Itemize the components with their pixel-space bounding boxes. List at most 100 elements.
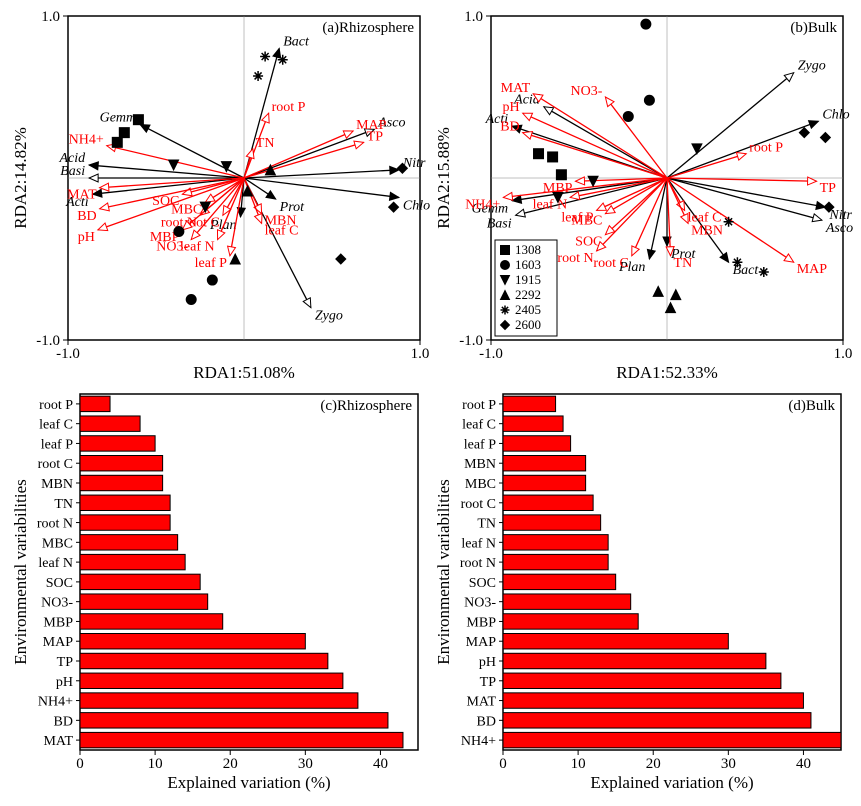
svg-text:Chlo: Chlo [822,107,849,122]
svg-text:30: 30 [298,756,313,772]
svg-text:TP: TP [367,129,384,144]
panel-c: 010203040root Pleaf Cleaf Proot CMBNTNro… [8,388,431,798]
svg-text:leaf C: leaf C [265,223,299,238]
svg-text:20: 20 [645,756,660,772]
svg-text:Environmental variabilities: Environmental variabilities [434,479,453,665]
svg-text:40: 40 [373,756,388,772]
svg-text:2405: 2405 [515,302,541,317]
svg-text:MBC: MBC [42,536,73,551]
panel-d: 0 10 20 30 40 root P leaf C leaf P MBN MBC root C T… [431,388,854,798]
svg-text:40: 40 [795,756,810,772]
svg-text:1915: 1915 [515,272,541,287]
svg-text:root C: root C [38,457,73,472]
panel-a: -1.0-1.01.01.0RDA1:51.08%RDA2:14.82%Bact… [8,8,431,388]
svg-text:Basi: Basi [486,216,511,231]
svg-text:-1.0: -1.0 [36,333,60,349]
svg-text:NO3-: NO3- [41,596,73,611]
svg-text:Environmental variabilities: Environmental variabilities [11,479,30,665]
svg-text:MAP: MAP [796,262,827,277]
svg-text:MBC: MBC [464,477,495,492]
svg-text:Gemm: Gemm [100,111,137,126]
svg-text:2600: 2600 [515,317,541,332]
svg-text:root P: root P [272,100,306,115]
svg-text:MAT: MAT [67,188,97,203]
svg-text:BD: BD [54,714,73,729]
svg-text:TP: TP [57,655,74,670]
svg-text:(c)Rhizosphere: (c)Rhizosphere [320,398,412,414]
svg-text:-1.0: -1.0 [459,333,483,349]
svg-text:1.0: 1.0 [833,346,852,362]
panel-b: -1.0-1.01.01.0RDA1:52.33%RDA2:15.88%Zygo… [431,8,854,388]
svg-text:10: 10 [148,756,163,772]
svg-text:Explained variation (%): Explained variation (%) [590,773,753,792]
svg-text:BD: BD [77,209,96,224]
svg-text:MAT: MAT [466,695,496,710]
svg-text:Basi: Basi [60,164,85,179]
svg-text:MAP: MAP [43,635,74,650]
svg-text:MBP: MBP [43,615,73,630]
svg-text:0: 0 [499,756,507,772]
svg-text:MAP: MAP [465,635,496,650]
svg-text:0: 0 [76,756,84,772]
svg-text:1603: 1603 [515,257,541,272]
figure-grid: -1.0 -1.0 1.0 1.0 RDA1:51.08% RDA2:14.82% Bact… [0,0,861,806]
svg-text:30: 30 [720,756,735,772]
svg-text:pH: pH [56,675,73,690]
svg-text:BD: BD [500,120,519,135]
svg-text:NH4+: NH4+ [69,133,104,148]
svg-text:(d)Bulk: (d)Bulk [788,398,835,414]
svg-text:SOC: SOC [468,576,495,591]
svg-text:(a)Rhizosphere: (a)Rhizosphere [322,20,414,36]
svg-text:TN: TN [256,136,275,151]
svg-text:Bact: Bact [283,34,310,49]
svg-text:leaf N: leaf N [38,556,73,571]
svg-text:leaf C: leaf C [462,418,496,433]
svg-text:RDA1:51.08%: RDA1:51.08% [193,363,295,382]
svg-text:leaf N: leaf N [180,240,215,255]
svg-text:RDA2:15.88%: RDA2:15.88% [434,127,453,229]
svg-text:Zygo: Zygo [797,59,825,74]
svg-text:root N: root N [459,556,495,571]
svg-text:MBP: MBP [466,615,496,630]
svg-text:root P: root P [39,398,73,413]
svg-text:Explained variation (%): Explained variation (%) [167,773,330,792]
svg-text:NH4+: NH4+ [460,734,495,749]
svg-text:Zygo: Zygo [315,309,343,324]
svg-text:root P: root P [749,141,783,156]
svg-text:root C: root C [593,256,628,271]
svg-text:TN: TN [477,517,496,532]
svg-text:Asco: Asco [824,221,852,236]
svg-text:Bact: Bact [732,263,759,278]
svg-text:NH4+: NH4+ [465,197,500,212]
svg-text:TN: TN [54,497,73,512]
svg-text:pH: pH [78,230,95,245]
svg-text:TP: TP [479,675,496,690]
svg-text:1.0: 1.0 [411,346,430,362]
svg-text:Chlo: Chlo [403,198,430,213]
svg-text:root C: root C [460,497,495,512]
svg-text:root N: root N [557,251,593,266]
svg-text:pH: pH [478,655,495,670]
svg-text:leaf C: leaf C [39,418,73,433]
svg-text:10: 10 [570,756,585,772]
svg-text:2292: 2292 [515,287,541,302]
svg-text:NH4+: NH4+ [38,695,73,710]
svg-text:MAT: MAT [500,81,530,96]
svg-text:root P: root P [462,398,496,413]
svg-text:1308: 1308 [515,242,541,257]
svg-text:20: 20 [223,756,238,772]
svg-text:leaf N: leaf N [461,536,496,551]
svg-text:SOC: SOC [46,576,73,591]
svg-text:RDA2:14.82%: RDA2:14.82% [11,127,30,229]
svg-text:MBN: MBN [464,457,496,472]
svg-text:MAT: MAT [43,734,73,749]
svg-text:BD: BD [476,714,495,729]
svg-text:NO3-: NO3- [464,596,496,611]
svg-text:MBN: MBN [691,223,723,238]
svg-text:MBN: MBN [41,477,73,492]
svg-text:NO3-: NO3- [570,84,602,99]
svg-text:leaf P: leaf P [463,437,495,452]
svg-text:leaf P: leaf P [195,256,227,271]
svg-text:pH: pH [502,100,519,115]
svg-text:MBC: MBC [571,214,602,229]
